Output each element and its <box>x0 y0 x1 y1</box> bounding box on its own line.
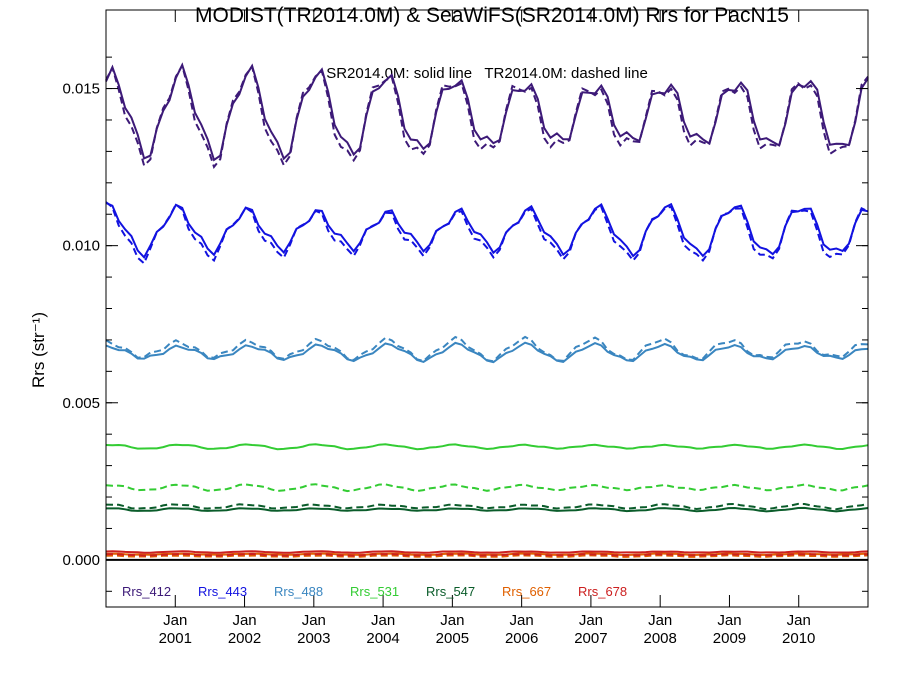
chart-title: MODIST(TR2014.0M) & SeaWiFS(SR2014.0M) R… <box>195 4 789 27</box>
x-tick-month-label: Jan <box>163 612 187 629</box>
x-tick-year-label: 2001 <box>159 630 192 647</box>
y-tick-label: 0.000 <box>62 552 100 569</box>
series-rrs-667-dashed <box>105 554 869 558</box>
series-rrs-547-solid <box>106 506 869 513</box>
y-tick-label: 0.015 <box>62 81 100 98</box>
x-tick-month-label: Jan <box>510 612 534 629</box>
x-tick-month-label: Jan <box>371 612 395 629</box>
x-tick-month-label: Jan <box>787 612 811 629</box>
series-rrs-678-solid <box>105 550 869 554</box>
x-tick-month-label: Jan <box>579 612 603 629</box>
x-tick-year-label: 2007 <box>574 630 607 647</box>
y-axis-label: Rrs (str⁻¹) <box>29 312 48 388</box>
series-rrs-443-solid <box>105 201 869 259</box>
series-rrs-678-dashed <box>105 552 869 557</box>
x-tick-year-label: 2004 <box>366 630 399 647</box>
y-tick-label: 0.005 <box>62 395 100 412</box>
line-style-note: SR2014.0M: solid line TR2014.0M: dashed … <box>326 65 648 82</box>
x-tick-year-label: 2003 <box>297 630 330 647</box>
series-rrs-488-dashed <box>105 335 869 363</box>
series-rrs-531-solid <box>105 443 869 451</box>
y-tick-label: 0.010 <box>62 238 100 255</box>
x-tick-month-label: Jan <box>440 612 464 629</box>
x-tick-month-label: Jan <box>302 612 326 629</box>
x-tick-year-label: 2010 <box>782 630 815 647</box>
legend-entry: Rrs_667 <box>502 584 551 599</box>
x-tick-month-label: Jan <box>648 612 672 629</box>
plot-area: 0.0000.0050.0100.015Jan2001Jan2002Jan200… <box>62 9 869 647</box>
plot-frame <box>105 9 869 608</box>
legend-entry: Rrs_531 <box>350 584 399 599</box>
x-tick-year-label: 2005 <box>436 630 469 647</box>
legend-entry: Rrs_412 <box>122 584 171 599</box>
legend-entry: Rrs_443 <box>198 584 247 599</box>
legend-entry: Rrs_678 <box>578 584 627 599</box>
x-tick-year-label: 2008 <box>643 630 676 647</box>
series-rrs-531-dashed <box>105 483 869 493</box>
x-tick-month-label: Jan <box>717 612 741 629</box>
x-tick-month-label: Jan <box>232 612 256 629</box>
x-tick-year-label: 2009 <box>713 630 746 647</box>
series-rrs-547-dashed <box>105 502 869 511</box>
series-rrs-412-dashed <box>105 62 869 169</box>
series-rrs-443-dashed <box>105 201 869 265</box>
x-tick-year-label: 2006 <box>505 630 538 647</box>
legend-entry: Rrs_488 <box>274 584 323 599</box>
x-tick-year-label: 2002 <box>228 630 261 647</box>
legend-entry: Rrs_547 <box>426 584 475 599</box>
